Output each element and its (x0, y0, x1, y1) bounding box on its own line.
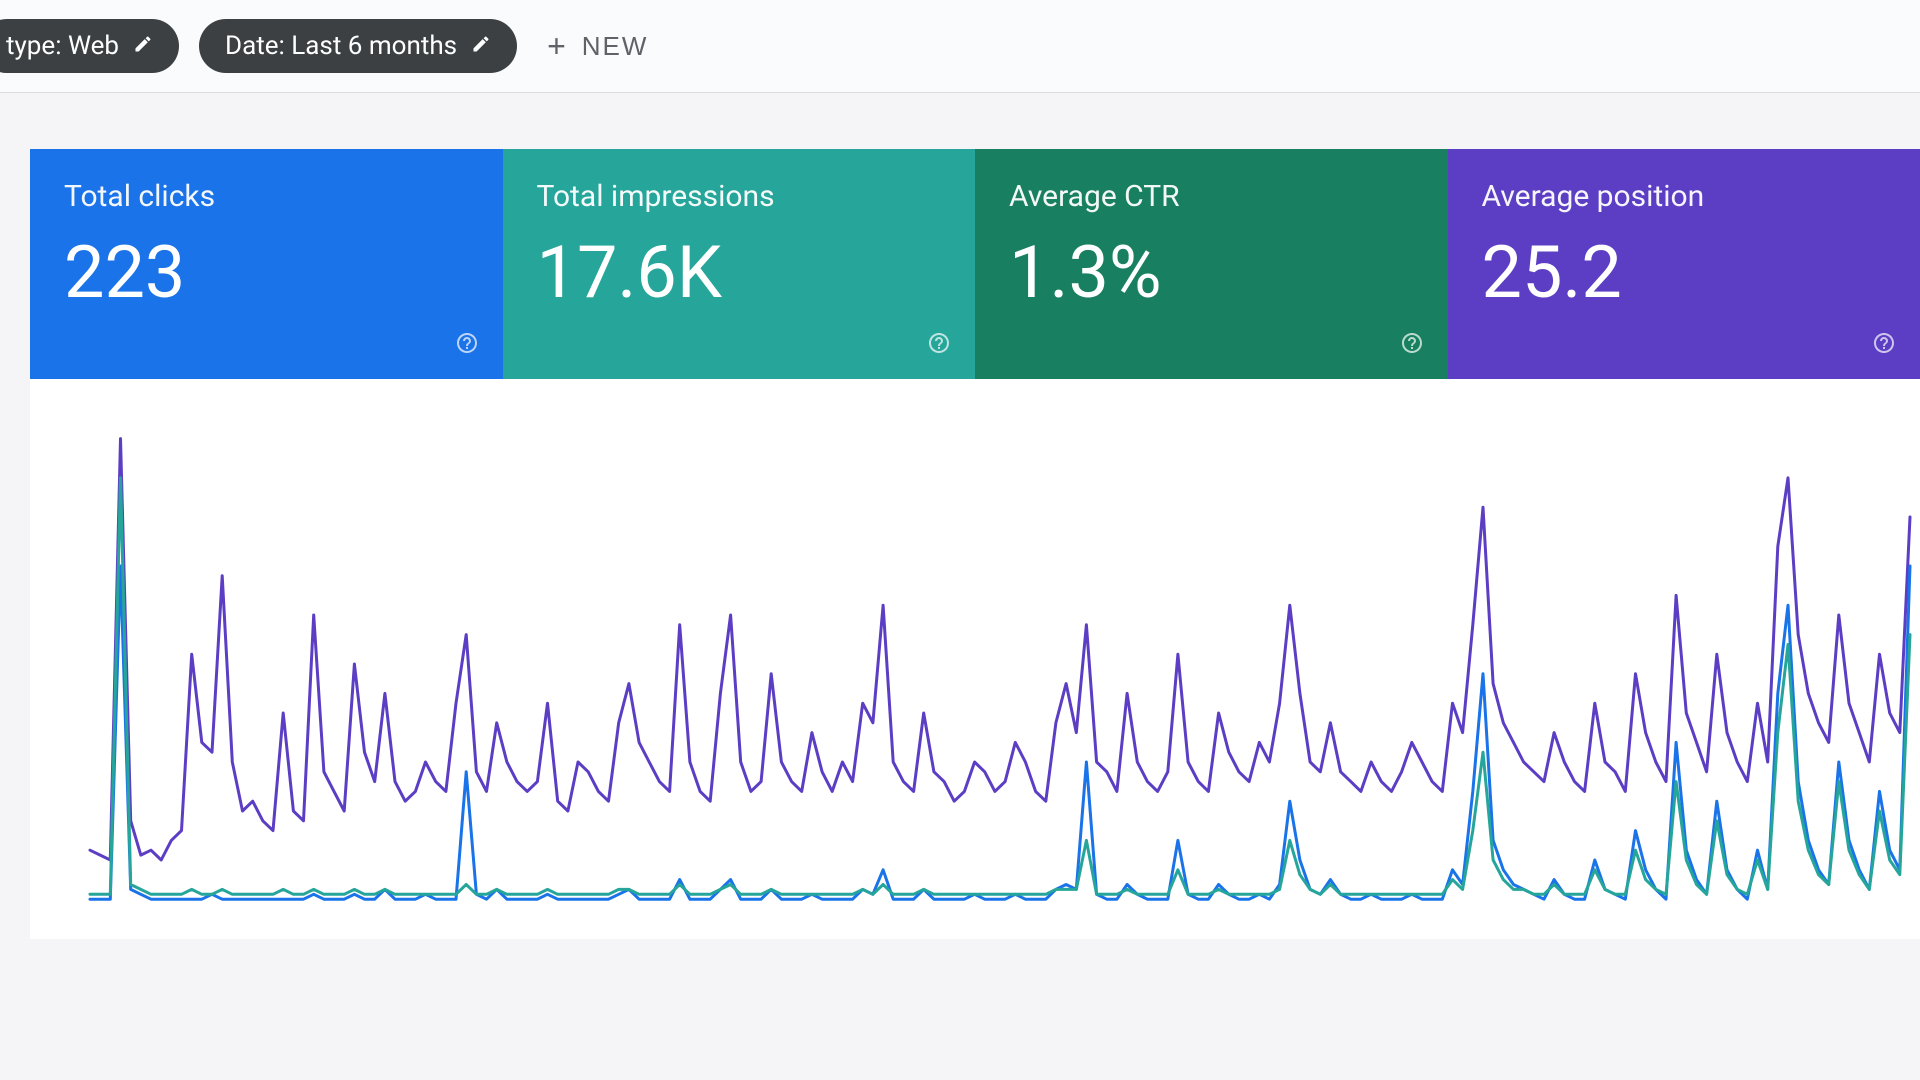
plus-icon: + (547, 30, 568, 62)
metric-tile-0[interactable]: Total clicks 223 (30, 149, 503, 379)
help-icon[interactable] (927, 331, 951, 359)
help-icon[interactable] (455, 331, 479, 359)
metric-label: Total impressions (537, 179, 942, 214)
metric-tile-2[interactable]: Average CTR 1.3% (975, 149, 1448, 379)
performance-panel: Total clicks 223 Total impressions 17.6K Ave… (0, 93, 1920, 939)
metric-value: 25.2 (1482, 230, 1887, 315)
search-type-chip[interactable]: type: Web (0, 19, 179, 73)
metrics-row: Total clicks 223 Total impressions 17.6K Ave… (30, 149, 1920, 379)
metric-tile-3[interactable]: Average position 25.2 (1448, 149, 1920, 379)
metric-tile-1[interactable]: Total impressions 17.6K (503, 149, 976, 379)
line-chart-svg (30, 379, 1920, 939)
chip-label: type: Web (6, 31, 119, 61)
pencil-icon (133, 31, 153, 61)
filter-bar: type: Web Date: Last 6 months + NEW (0, 0, 1920, 93)
metric-value: 17.6K (537, 230, 942, 315)
help-icon[interactable] (1872, 331, 1896, 359)
chip-label: Date: Last 6 months (225, 31, 457, 61)
new-filter-label: NEW (582, 31, 649, 62)
series-impressions (90, 439, 1910, 860)
pencil-icon (471, 31, 491, 61)
metric-value: 1.3% (1009, 230, 1414, 315)
metric-label: Total clicks (64, 179, 469, 214)
metric-value: 223 (64, 230, 469, 315)
metric-label: Average position (1482, 179, 1887, 214)
date-range-chip[interactable]: Date: Last 6 months (199, 19, 517, 73)
metric-label: Average CTR (1009, 179, 1414, 214)
performance-chart (30, 379, 1920, 939)
new-filter-button[interactable]: + NEW (537, 18, 658, 74)
help-icon[interactable] (1400, 331, 1424, 359)
